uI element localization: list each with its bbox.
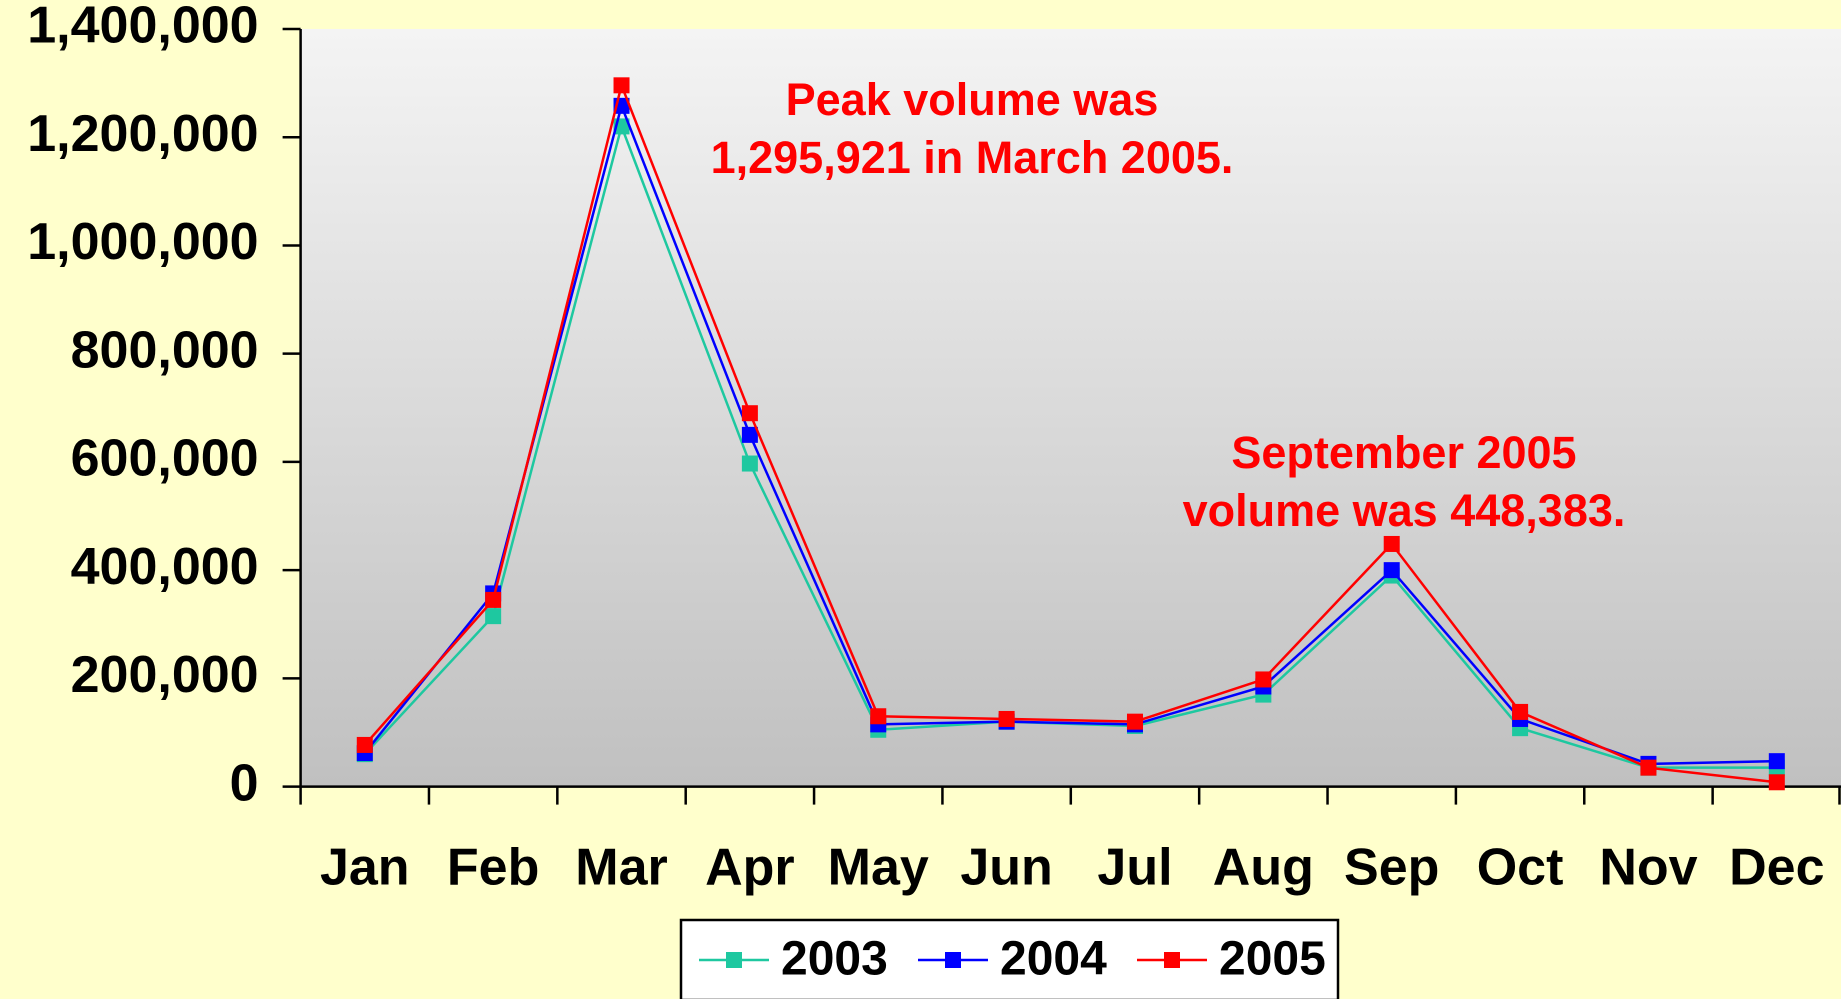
marker [1640,759,1657,776]
x-tick-label: Feb [447,838,539,896]
legend-box [679,918,1340,999]
marker [613,77,630,94]
annotation: 1,295,921 in March 2005. [711,132,1234,183]
legend-label: 2003 [781,933,888,986]
x-tick-label: Aug [1213,838,1314,896]
marker [485,591,502,608]
x-tick-label: Oct [1477,838,1564,896]
legend-label: 2005 [1219,933,1326,986]
marker [870,708,887,725]
y-tick-label: 600,000 [71,430,259,488]
marker [485,608,502,625]
y-tick-label: 1,000,000 [27,213,258,271]
y-tick-label: 1,200,000 [27,105,258,163]
marker [1512,703,1529,720]
y-tick-label: 800,000 [71,321,259,379]
x-tick-label: Nov [1599,838,1697,896]
legend-label: 2004 [1000,933,1107,986]
x-tick-label: Apr [705,838,795,896]
y-tick-label: 1,400,000 [27,0,258,55]
marker [741,426,758,443]
marker [1126,713,1143,730]
marker [741,405,758,422]
annotation: volume was 448,383. [1183,485,1626,536]
y-tick-label: 0 [230,754,259,812]
legend-marker [726,952,742,968]
marker [1768,753,1785,770]
x-tick-label: Jun [960,838,1052,896]
x-tick-label: Dec [1729,838,1824,896]
marker [741,455,758,472]
legend-marker [1164,952,1180,968]
marker [1383,535,1400,552]
marker [356,736,373,753]
marker [1768,774,1785,791]
x-tick-label: May [828,838,929,896]
marker [1383,562,1400,579]
x-tick-label: Jan [320,838,410,896]
x-tick-label: Mar [575,838,667,896]
marker [1255,671,1272,688]
marker [998,710,1015,727]
annotation: Peak volume was [786,74,1159,125]
legend-marker [945,952,961,968]
y-tick-label: 200,000 [71,646,259,704]
plot-area [300,29,1841,787]
x-tick-label: Jul [1097,838,1172,896]
series-line [363,101,1777,766]
x-tick-label: Sep [1344,838,1439,896]
annotation: September 2005 [1231,427,1576,478]
y-tick-label: 400,000 [71,538,259,596]
series-line [363,81,1777,784]
